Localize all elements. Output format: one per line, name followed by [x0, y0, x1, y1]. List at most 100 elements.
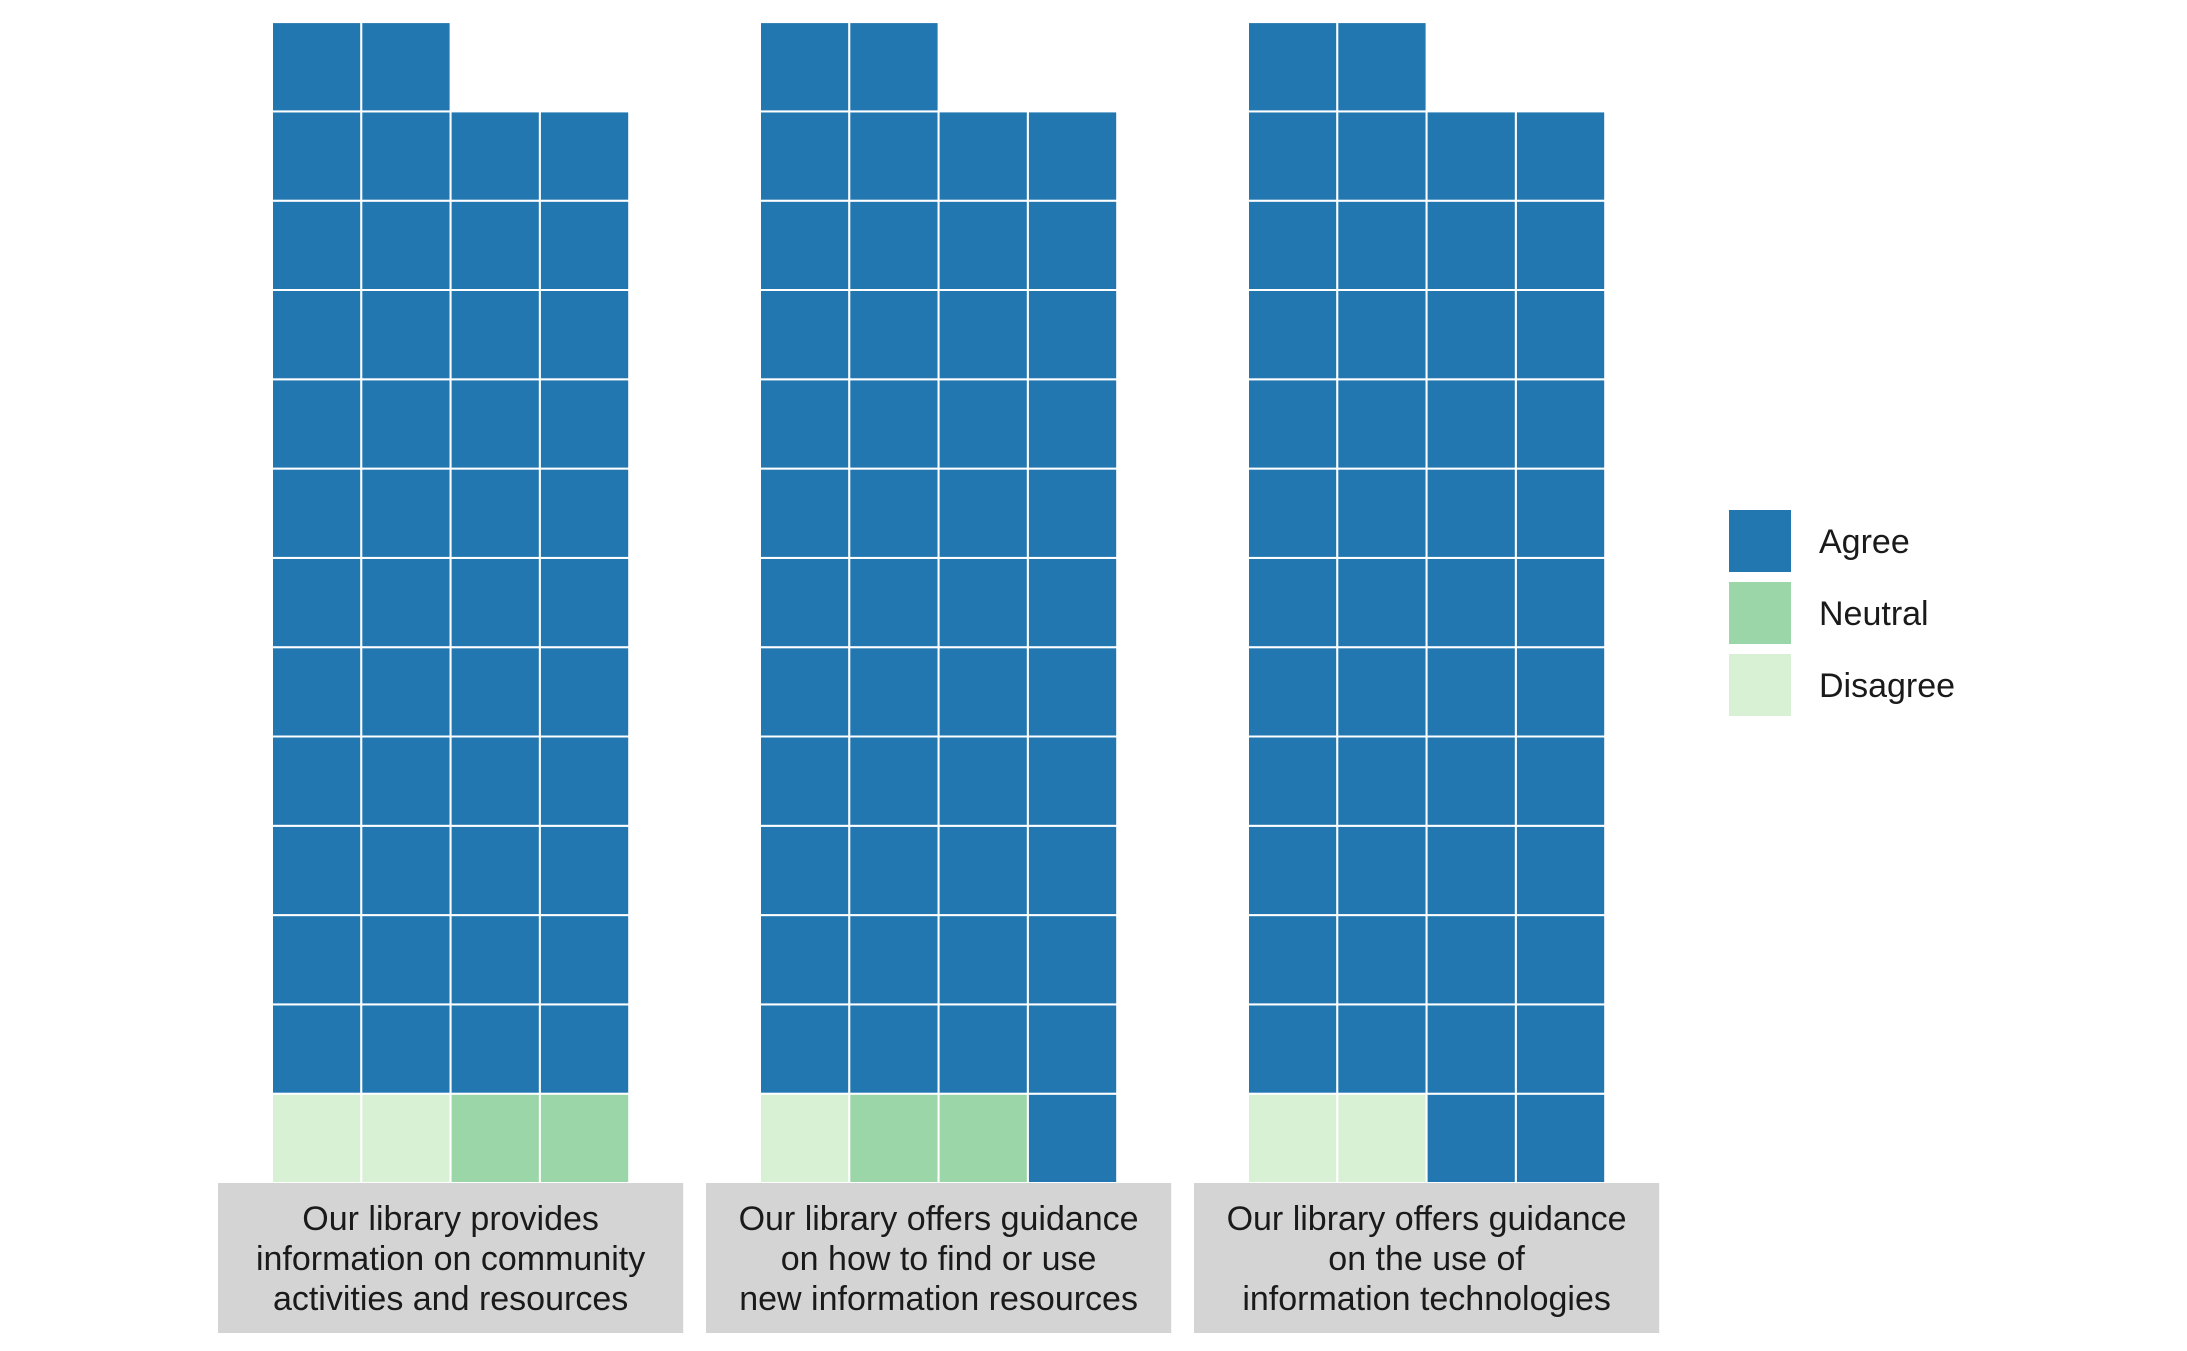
waffle-cell-agree — [1336, 378, 1428, 470]
waffle-cell-agree — [1247, 556, 1339, 649]
legend-swatch — [1729, 582, 1791, 644]
waffle-cell-agree — [937, 1003, 1029, 1095]
waffle-cell-neutral — [538, 1092, 631, 1184]
waffle-cell-agree — [1514, 289, 1607, 381]
waffle-cell-agree — [1514, 110, 1607, 202]
waffle-cell-agree — [271, 467, 363, 559]
waffle-cell-agree — [848, 378, 940, 470]
waffle-cell-agree — [1247, 1003, 1339, 1095]
waffle-cell-agree — [848, 1003, 940, 1095]
waffle-cell-disagree — [1247, 1092, 1339, 1184]
waffle-cell-agree — [1425, 646, 1517, 738]
waffle-cell-agree — [848, 556, 940, 649]
legend-swatch — [1729, 510, 1791, 572]
waffle-cell-agree — [271, 824, 363, 917]
waffle-cell-agree — [360, 199, 452, 291]
waffle-cell-agree — [1425, 378, 1517, 470]
waffle-cell-agree — [360, 914, 452, 1006]
waffle-cell-agree — [1514, 1003, 1607, 1095]
waffle-cell-agree — [538, 735, 631, 827]
waffle-cell-agree — [759, 467, 851, 559]
waffle-cell-agree — [848, 646, 940, 738]
waffle-cell-agree — [759, 556, 851, 649]
waffle-cell-agree — [937, 199, 1029, 291]
waffle-cell-agree — [538, 1003, 631, 1095]
waffle-cell-agree — [1026, 914, 1119, 1006]
waffle-cell-agree — [1026, 467, 1119, 559]
waffle-cell-agree — [449, 824, 541, 917]
waffle-cell-agree — [848, 467, 940, 559]
waffle-cell-agree — [848, 824, 940, 917]
waffle-cell-disagree — [1336, 1092, 1428, 1184]
waffle-cell-agree — [271, 735, 363, 827]
waffle-cell-agree — [449, 1003, 541, 1095]
waffle-cell-agree — [1026, 199, 1119, 291]
waffle-cell-neutral — [848, 1092, 940, 1184]
waffle-cell-agree — [759, 735, 851, 827]
waffle-cell-agree — [1514, 199, 1607, 291]
waffle-cell-agree — [271, 556, 363, 649]
waffle-cell-agree — [538, 824, 631, 917]
waffle-cell-agree — [937, 646, 1029, 738]
waffle-cell-agree — [1336, 467, 1428, 559]
strip-label-line: information on community — [256, 1240, 645, 1278]
waffle-cell-agree — [848, 199, 940, 291]
waffle-cell-agree — [759, 110, 851, 202]
waffle-cell-agree — [1514, 914, 1607, 1006]
waffle-cell-agree — [759, 289, 851, 381]
waffle-cell-disagree — [759, 1092, 851, 1184]
waffle-cell-agree — [538, 646, 631, 738]
waffle-cell-agree — [1425, 289, 1517, 381]
waffle-cell-agree — [937, 735, 1029, 827]
waffle-cell-agree — [449, 646, 541, 738]
waffle-cell-agree — [271, 378, 363, 470]
waffle-cell-agree — [1425, 467, 1517, 559]
waffle-cell-agree — [360, 1003, 452, 1095]
waffle-cell-disagree — [360, 1092, 452, 1184]
waffle-cell-agree — [360, 824, 452, 917]
strip-label-line: on the use of — [1328, 1240, 1525, 1278]
waffle-cell-agree — [1425, 199, 1517, 291]
waffle-cell-agree — [1336, 110, 1428, 202]
waffle-cell-agree — [538, 110, 631, 202]
waffle-cell-agree — [1514, 1092, 1607, 1184]
waffle-cell-agree — [1026, 1003, 1119, 1095]
waffle-cell-agree — [1336, 914, 1428, 1006]
waffle-cell-agree — [848, 735, 940, 827]
strip-background — [1194, 1183, 1660, 1333]
waffle-cell-agree — [538, 199, 631, 291]
waffle-cell-agree — [1336, 824, 1428, 917]
waffle-cell-agree — [937, 378, 1029, 470]
waffle-cell-agree — [759, 21, 851, 113]
waffle-cell-agree — [449, 110, 541, 202]
waffle-cell-agree — [449, 199, 541, 291]
legend-label: Agree — [1819, 523, 1910, 561]
waffle-cell-agree — [937, 556, 1029, 649]
waffle-cell-agree — [1247, 735, 1339, 827]
waffle-cell-agree — [848, 289, 940, 381]
waffle-cell-agree — [1425, 556, 1517, 649]
strip-label-line: Our library provides — [302, 1200, 599, 1238]
waffle-cell-agree — [759, 824, 851, 917]
waffle-cell-agree — [1247, 646, 1339, 738]
waffle-cell-agree — [1514, 824, 1607, 917]
strip-label-line: activities and resources — [273, 1280, 628, 1318]
waffle-cell-agree — [1514, 556, 1607, 649]
waffle-cell-agree — [1336, 21, 1428, 113]
waffle-cell-neutral — [937, 1092, 1029, 1184]
waffle-cell-agree — [449, 556, 541, 649]
waffle-cell-agree — [449, 378, 541, 470]
waffle-cell-agree — [449, 914, 541, 1006]
waffle-cell-agree — [1247, 914, 1339, 1006]
waffle-cell-agree — [937, 824, 1029, 917]
strip-label-line: Our library offers guidance — [1227, 1200, 1627, 1238]
waffle-cell-agree — [360, 646, 452, 738]
waffle-cell-agree — [271, 646, 363, 738]
waffle-cell-agree — [360, 289, 452, 381]
legend-label: Disagree — [1819, 667, 1955, 705]
waffle-cell-agree — [1425, 1003, 1517, 1095]
waffle-cell-agree — [271, 289, 363, 381]
